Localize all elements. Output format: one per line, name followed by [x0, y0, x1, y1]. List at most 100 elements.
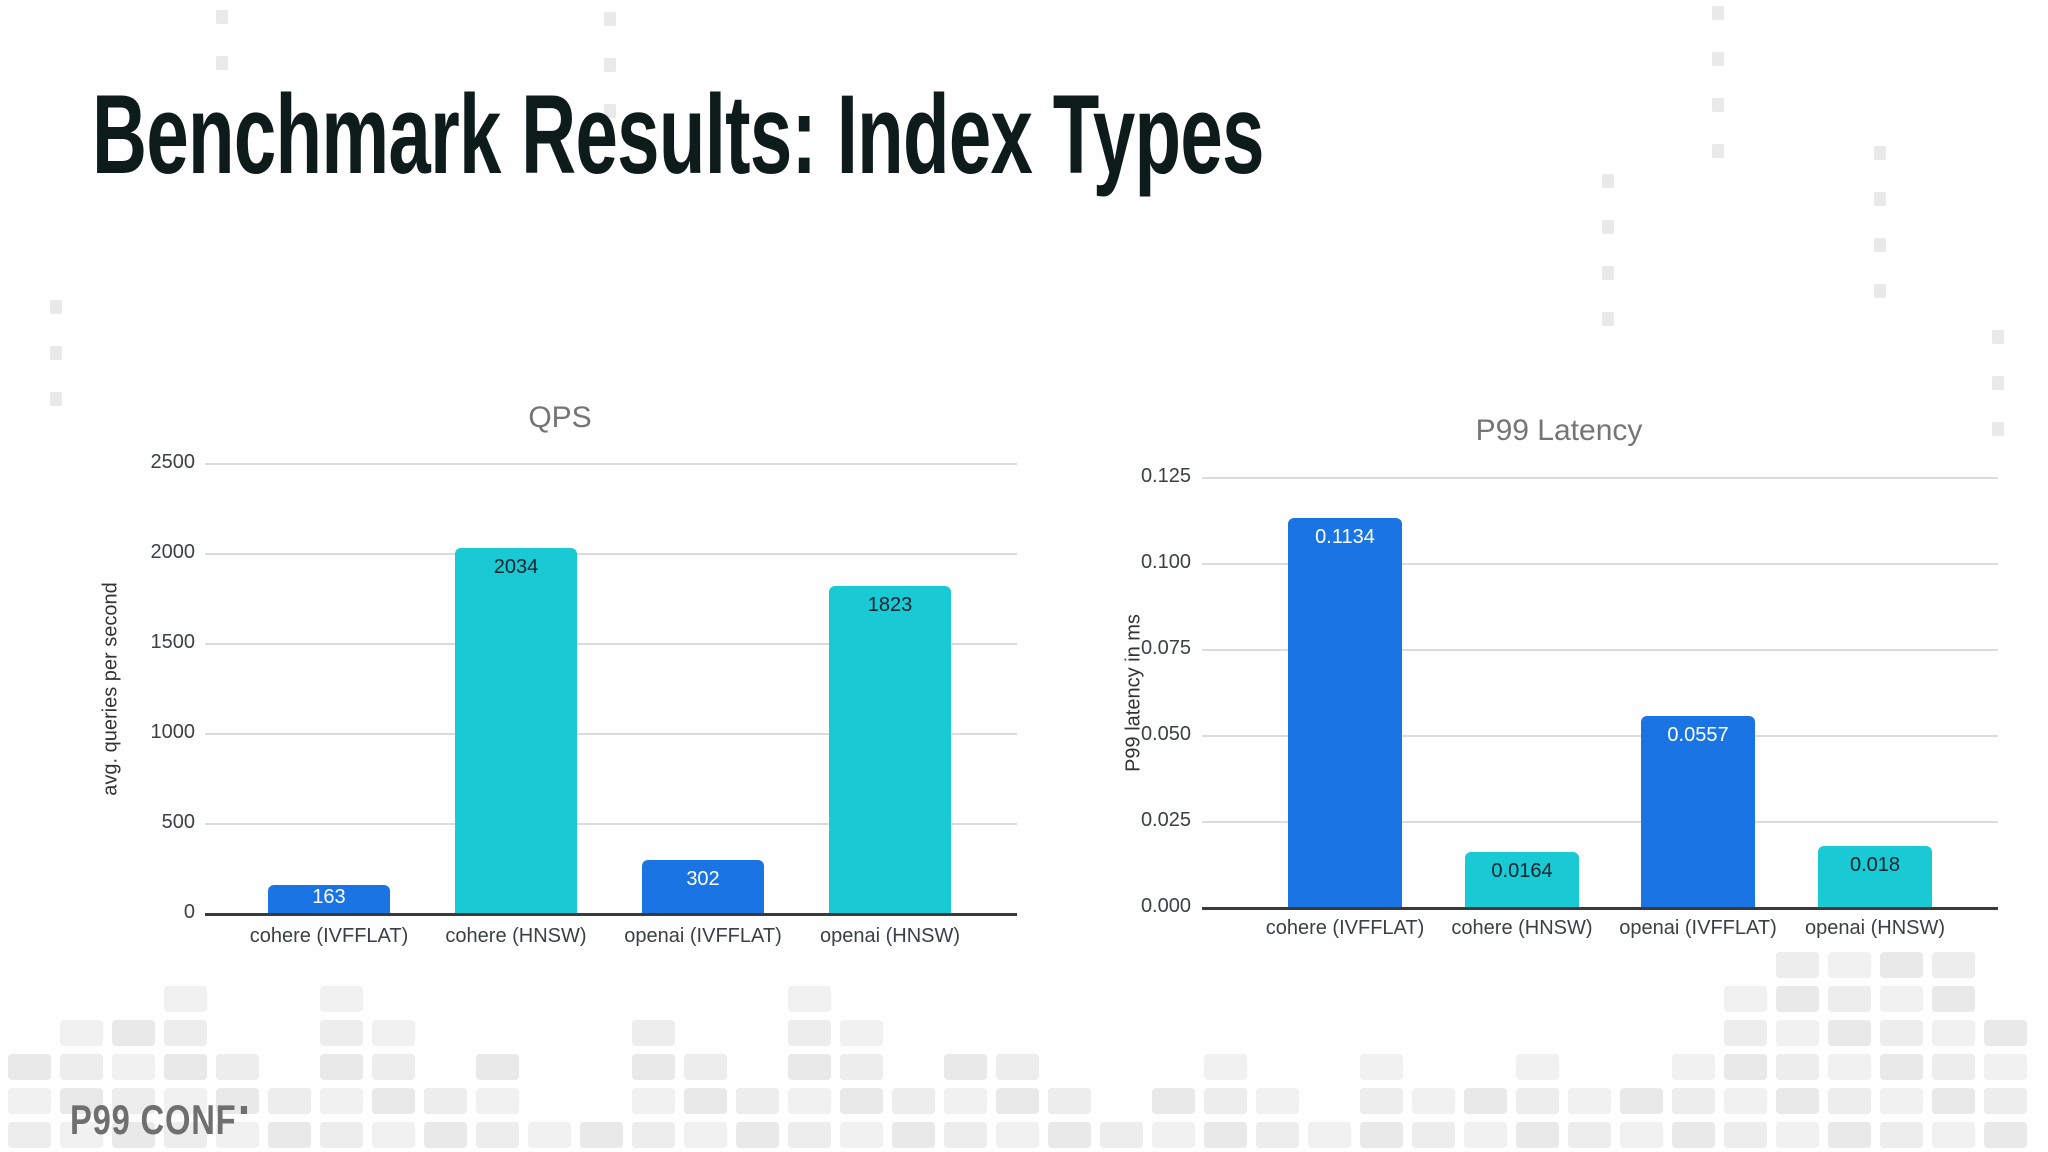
equalizer-block	[164, 1088, 207, 1114]
equalizer-block	[60, 1122, 103, 1148]
gridline	[205, 643, 1017, 645]
equalizer-block	[1568, 1088, 1611, 1114]
equalizer-block	[1620, 1088, 1663, 1114]
equalizer-block	[1724, 1088, 1767, 1114]
equalizer-block	[944, 1122, 987, 1148]
equalizer-block	[996, 1088, 1039, 1114]
bar-value-label: 0.1134	[1315, 525, 1375, 548]
qps-chart: QPS avg. queries per second 0 500 1000 1500 20…	[100, 395, 1020, 970]
bar-value-label: 2034	[493, 555, 539, 578]
gridline	[205, 823, 1017, 825]
equalizer-block	[1880, 1054, 1923, 1080]
equalizer-block	[372, 1088, 415, 1114]
bar-value-label: 1823	[867, 593, 913, 616]
equalizer-block	[372, 1020, 415, 1046]
equalizer-block	[164, 1122, 207, 1148]
equalizer-block	[788, 1020, 831, 1046]
equalizer-block	[580, 1122, 623, 1148]
decor-dot	[50, 346, 62, 360]
x-tick-label: openai (HNSW)	[819, 925, 961, 947]
decor-dot	[1712, 52, 1724, 66]
equalizer-block	[1828, 1054, 1871, 1080]
bar: 0.018	[1818, 846, 1932, 908]
equalizer-block	[320, 1088, 363, 1114]
equalizer-block	[1880, 1122, 1923, 1148]
equalizer-block	[216, 1122, 259, 1148]
y-tick-label: 2500	[150, 451, 196, 473]
equalizer-block	[476, 1054, 519, 1080]
equalizer-block	[996, 1054, 1039, 1080]
equalizer-block	[1516, 1054, 1559, 1080]
gridline	[1202, 477, 1998, 479]
equalizer-block	[1308, 1122, 1351, 1148]
equalizer-block	[8, 1054, 51, 1080]
chart-title: P99 Latency	[1475, 414, 1643, 447]
equalizer-block	[892, 1122, 935, 1148]
equalizer-block	[320, 986, 363, 1012]
equalizer-block	[216, 1088, 259, 1114]
decor-dot	[1874, 284, 1886, 298]
equalizer-block	[1672, 1088, 1715, 1114]
bar: 302	[642, 859, 764, 914]
p99-conf-logo: P99 CONF	[70, 1096, 248, 1144]
equalizer-block	[1776, 986, 1819, 1012]
equalizer-block	[1880, 1020, 1923, 1046]
decor-dot	[216, 56, 228, 70]
decor-dot	[50, 392, 62, 406]
decor-dot	[1602, 266, 1614, 280]
equalizer-block	[632, 1020, 675, 1046]
gridline	[1202, 563, 1998, 565]
decor-dot	[1874, 146, 1886, 160]
equalizer-block	[1828, 1088, 1871, 1114]
decor-dot	[1712, 6, 1724, 20]
y-axis-label: avg. queries per second	[99, 582, 122, 796]
equalizer-block	[320, 1054, 363, 1080]
y-tick-label: 1500	[150, 631, 196, 653]
p99-latency-chart: P99 Latency P99 latency in ms 0.000 0.025 0.…	[1120, 395, 1998, 970]
equalizer-block	[788, 1122, 831, 1148]
equalizer-block	[1568, 1122, 1611, 1148]
y-tick-label: 2000	[150, 541, 196, 563]
x-tick-label: openai (IVFFLAT)	[624, 925, 782, 947]
equalizer-block	[476, 1088, 519, 1114]
equalizer-block	[1984, 1122, 2027, 1148]
equalizer-block	[528, 1122, 571, 1148]
y-tick-label: 0.025	[1140, 809, 1191, 831]
bar-value-label: 0.0164	[1491, 859, 1553, 882]
equalizer-block	[372, 1054, 415, 1080]
equalizer-block	[788, 1088, 831, 1114]
equalizer-block	[1152, 1088, 1195, 1114]
equalizer-block	[1932, 986, 1975, 1012]
equalizer-block	[1776, 952, 1819, 978]
equalizer-block	[1932, 1020, 1975, 1046]
y-tick-label: 0.075	[1140, 637, 1191, 659]
equalizer-block	[632, 1088, 675, 1114]
equalizer-block	[164, 986, 207, 1012]
equalizer-block	[1828, 1122, 1871, 1148]
equalizer-block	[112, 1088, 155, 1114]
equalizer-block	[1932, 1122, 1975, 1148]
equalizer-block	[60, 1020, 103, 1046]
bar-value-label: 0.0557	[1667, 724, 1729, 747]
equalizer-block	[1048, 1122, 1091, 1148]
equalizer-block	[892, 1088, 935, 1114]
bar: 0.0164	[1465, 851, 1579, 908]
gridline	[1202, 649, 1998, 651]
bar: 163	[268, 884, 390, 914]
equalizer-block	[112, 1122, 155, 1148]
equalizer-block	[1724, 986, 1767, 1012]
gridline	[1202, 821, 1998, 823]
equalizer-block	[1776, 1054, 1819, 1080]
equalizer-block	[632, 1054, 675, 1080]
equalizer-block	[1412, 1088, 1455, 1114]
x-tick-label: cohere (HNSW)	[445, 925, 587, 947]
equalizer-block	[1204, 1122, 1247, 1148]
decor-dot	[1602, 312, 1614, 326]
decor-dot	[604, 58, 616, 72]
equalizer-block	[424, 1088, 467, 1114]
logo-dot	[241, 1106, 248, 1114]
decor-dot	[1712, 98, 1724, 112]
equalizer-block	[1360, 1122, 1403, 1148]
